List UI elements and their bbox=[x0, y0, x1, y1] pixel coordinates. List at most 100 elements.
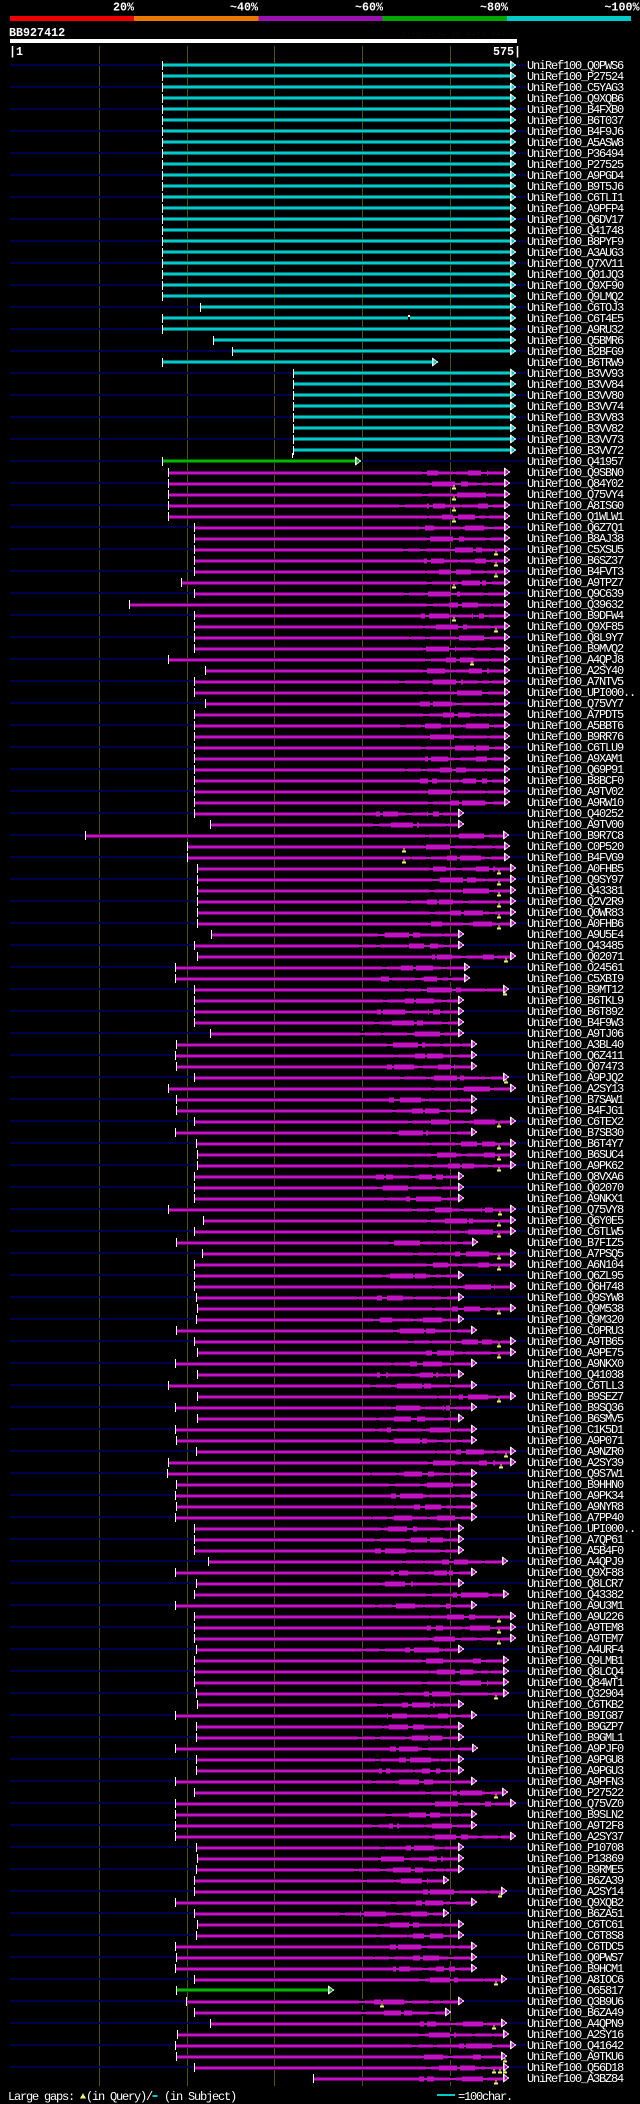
svg-text:UniRef100_A9TPZ7: UniRef100_A9TPZ7 bbox=[527, 576, 624, 590]
svg-text:UniRef100_B6T4Y7: UniRef100_B6T4Y7 bbox=[527, 1137, 624, 1151]
svg-text:UniRef100_Q9C639: UniRef100_Q9C639 bbox=[527, 587, 624, 601]
svg-text:UniRef100_Q9XQB6: UniRef100_Q9XQB6 bbox=[527, 92, 624, 106]
svg-text:UniRef100_A2SY16: UniRef100_A2SY16 bbox=[527, 2028, 624, 2042]
svg-text:UniRef100_A9NZR0: UniRef100_A9NZR0 bbox=[527, 1445, 624, 1459]
svg-text:UniRef100_A4URF4: UniRef100_A4URF4 bbox=[527, 1643, 624, 1657]
svg-text:UniRef100_P13869: UniRef100_P13869 bbox=[527, 1852, 624, 1866]
svg-text:UniRef100_Q75VY4: UniRef100_Q75VY4 bbox=[527, 488, 624, 502]
svg-text:UniRef100_B4F9W3: UniRef100_B4F9W3 bbox=[527, 1016, 624, 1030]
svg-text:UniRef100_Q0PWS7: UniRef100_Q0PWS7 bbox=[527, 1951, 624, 1965]
svg-text:UniRef100_O24561: UniRef100_O24561 bbox=[527, 961, 624, 975]
svg-text:UniRef100_B9SQ36: UniRef100_B9SQ36 bbox=[527, 1401, 624, 1415]
svg-text:UniRef100_Q9XQB2: UniRef100_Q9XQB2 bbox=[527, 1896, 624, 1910]
svg-text:UniRef100_B9IG87: UniRef100_B9IG87 bbox=[527, 1709, 624, 1723]
svg-text:UniRef100_C6TC61: UniRef100_C6TC61 bbox=[527, 1918, 624, 1932]
svg-text:UniRef100_C0PRU3: UniRef100_C0PRU3 bbox=[527, 1324, 624, 1338]
svg-text:UniRef100_C1K5D1: UniRef100_C1K5D1 bbox=[527, 1423, 624, 1437]
svg-text:UniRef100_Q41038: UniRef100_Q41038 bbox=[527, 1368, 624, 1382]
svg-text:BB927412: BB927412 bbox=[9, 26, 65, 40]
svg-text:UniRef100_C0P520: UniRef100_C0P520 bbox=[527, 840, 624, 854]
svg-text:UniRef100_B7SB30: UniRef100_B7SB30 bbox=[527, 1126, 624, 1140]
svg-text:UniRef100_A7QP61: UniRef100_A7QP61 bbox=[527, 1533, 624, 1547]
svg-text:UniRef100_B9SLN2: UniRef100_B9SLN2 bbox=[527, 1808, 624, 1822]
svg-text:UniRef100_A9TEM7: UniRef100_A9TEM7 bbox=[527, 1632, 624, 1646]
svg-text:~60%: ~60% bbox=[355, 1, 384, 15]
svg-text:UniRef100_A9PGD4: UniRef100_A9PGD4 bbox=[527, 169, 624, 183]
svg-text:UniRef100_Q9LMB1: UniRef100_Q9LMB1 bbox=[527, 1654, 624, 1668]
svg-text:UniRef100_B9R7C8: UniRef100_B9R7C8 bbox=[527, 829, 624, 843]
svg-text:UniRef100_B6ZA51: UniRef100_B6ZA51 bbox=[527, 1907, 624, 1921]
svg-text:UniRef100_A4QPJ8: UniRef100_A4QPJ8 bbox=[527, 653, 624, 667]
svg-text:UniRef100_Q3B9U6: UniRef100_Q3B9U6 bbox=[527, 1995, 624, 2009]
svg-text:UniRef100_A9NKX1: UniRef100_A9NKX1 bbox=[527, 1192, 624, 1206]
svg-text:~100%: ~100% bbox=[604, 1, 640, 15]
svg-text:UniRef100_B3VV83: UniRef100_B3VV83 bbox=[527, 411, 624, 425]
svg-text:UniRef100_Q32904: UniRef100_Q32904 bbox=[527, 1687, 624, 1701]
svg-text:UniRef100_UPI000..: UniRef100_UPI000.. bbox=[527, 686, 635, 700]
svg-text:UniRef100_A9TKU6: UniRef100_A9TKU6 bbox=[527, 2050, 624, 2064]
svg-text:UniRef100_B6ZA39: UniRef100_B6ZA39 bbox=[527, 1874, 624, 1888]
svg-text:UniRef100_A6N104: UniRef100_A6N104 bbox=[527, 1258, 624, 1272]
svg-text:UniRef100_A7NTV5: UniRef100_A7NTV5 bbox=[527, 675, 624, 689]
svg-text:UniRef100_A4QPN9: UniRef100_A4QPN9 bbox=[527, 2017, 624, 2031]
svg-text:UniRef100_Q07473: UniRef100_Q07473 bbox=[527, 1060, 624, 1074]
svg-text:UniRef100_Q6Z7Q1: UniRef100_Q6Z7Q1 bbox=[527, 521, 624, 535]
svg-text:UniRef100_B9GML1: UniRef100_B9GML1 bbox=[527, 1731, 624, 1745]
svg-text:UniRef100_A2SY37: UniRef100_A2SY37 bbox=[527, 1830, 624, 1844]
svg-text:UniRef100_A9NKX0: UniRef100_A9NKX0 bbox=[527, 1357, 624, 1371]
svg-text:UniRef100_Q02070: UniRef100_Q02070 bbox=[527, 1181, 624, 1195]
svg-text:UniRef100_Q9M538: UniRef100_Q9M538 bbox=[527, 1302, 624, 1316]
svg-text:UniRef100_B7SAW1: UniRef100_B7SAW1 bbox=[527, 1093, 624, 1107]
svg-text:UniRef100_A9PK62: UniRef100_A9PK62 bbox=[527, 1159, 624, 1173]
svg-text:UniRef100_P27522: UniRef100_P27522 bbox=[527, 1786, 624, 1800]
svg-text:UniRef100_B6ZA49: UniRef100_B6ZA49 bbox=[527, 2006, 624, 2020]
svg-text:UniRef100_B6SUC4: UniRef100_B6SUC4 bbox=[527, 1148, 624, 1162]
svg-text:UniRef100_B8PYF9: UniRef100_B8PYF9 bbox=[527, 235, 624, 249]
svg-text:UniRef100_B9HCM1: UniRef100_B9HCM1 bbox=[527, 1962, 624, 1976]
svg-text:UniRef100_A8ISG0: UniRef100_A8ISG0 bbox=[527, 499, 624, 513]
svg-text:UniRef100_Q75VZ0: UniRef100_Q75VZ0 bbox=[527, 1797, 624, 1811]
svg-text:UniRef100_A9RW10: UniRef100_A9RW10 bbox=[527, 796, 624, 810]
svg-text:UniRef100_Q6Z411: UniRef100_Q6Z411 bbox=[527, 1049, 624, 1063]
svg-text:20%: 20% bbox=[113, 1, 135, 15]
svg-text:UniRef100_B6TKL9: UniRef100_B6TKL9 bbox=[527, 994, 624, 1008]
svg-text:UniRef100_B9RR76: UniRef100_B9RR76 bbox=[527, 730, 624, 744]
svg-text:UniRef100_Q69P91: UniRef100_Q69P91 bbox=[527, 763, 624, 777]
svg-text:UniRef100_P10708: UniRef100_P10708 bbox=[527, 1841, 624, 1855]
svg-text:UniRef100_B8BCF0: UniRef100_B8BCF0 bbox=[527, 774, 624, 788]
svg-text:UniRef100_B6TRW9: UniRef100_B6TRW9 bbox=[527, 356, 624, 370]
svg-text:UniRef100_B9RME5: UniRef100_B9RME5 bbox=[527, 1863, 624, 1877]
svg-text:UniRef100_B3VV80: UniRef100_B3VV80 bbox=[527, 389, 624, 403]
svg-text:UniRef100_Q84Y02: UniRef100_Q84Y02 bbox=[527, 477, 624, 491]
svg-text:UniRef100_B7FIZ5: UniRef100_B7FIZ5 bbox=[527, 1236, 624, 1250]
svg-text:AlignView.pm Beta rel.7: AlignView.pm Beta rel.7 bbox=[401, 30, 516, 40]
svg-text:UniRef100_Q0PWS6: UniRef100_Q0PWS6 bbox=[527, 59, 624, 73]
svg-text:UniRef100_Q9S7W1: UniRef100_Q9S7W1 bbox=[527, 1467, 624, 1481]
svg-text:UniRef100_A2SY14: UniRef100_A2SY14 bbox=[527, 1885, 624, 1899]
svg-text:UniRef100_A9TEM8: UniRef100_A9TEM8 bbox=[527, 1621, 624, 1635]
svg-text:UniRef100_B4FJG1: UniRef100_B4FJG1 bbox=[527, 1104, 624, 1118]
svg-text:(in Subject): (in Subject) bbox=[164, 2090, 236, 2104]
svg-text:UniRef100_B3VV93: UniRef100_B3VV93 bbox=[527, 367, 624, 381]
svg-text:UniRef100_A5B4F0: UniRef100_A5B4F0 bbox=[527, 1544, 624, 1558]
svg-text:UniRef100_C6TOJ3: UniRef100_C6TOJ3 bbox=[527, 301, 624, 315]
svg-text:UniRef100_Q6H748: UniRef100_Q6H748 bbox=[527, 1280, 624, 1294]
svg-text:UniRef100_A3BZ84: UniRef100_A3BZ84 bbox=[527, 2072, 624, 2086]
svg-text:UniRef100_A7PP40: UniRef100_A7PP40 bbox=[527, 1511, 624, 1525]
svg-text:UniRef100_Q84WT1: UniRef100_Q84WT1 bbox=[527, 1676, 624, 1690]
svg-text:UniRef100_Q43485: UniRef100_Q43485 bbox=[527, 939, 624, 953]
svg-text:UniRef100_B3VV74: UniRef100_B3VV74 bbox=[527, 400, 624, 414]
svg-text:UniRef100_B3VV82: UniRef100_B3VV82 bbox=[527, 422, 624, 436]
svg-text:UniRef100_Q9SBN0: UniRef100_Q9SBN0 bbox=[527, 466, 624, 480]
svg-text:UniRef100_Q8L9Y7: UniRef100_Q8L9Y7 bbox=[527, 631, 624, 645]
svg-text:UniRef100_A9PK34: UniRef100_A9PK34 bbox=[527, 1489, 624, 1503]
svg-text:UniRef100_O65817: UniRef100_O65817 bbox=[527, 1984, 624, 1998]
svg-text:UniRef100_C5XSU5: UniRef100_C5XSU5 bbox=[527, 543, 624, 557]
svg-text:UniRef100_Q9XF85: UniRef100_Q9XF85 bbox=[527, 620, 624, 634]
svg-text:UniRef100_Q39632: UniRef100_Q39632 bbox=[527, 598, 624, 612]
svg-text:UniRef100_Q5BMR6: UniRef100_Q5BMR6 bbox=[527, 334, 624, 348]
svg-text:UniRef100_B6T037: UniRef100_B6T037 bbox=[527, 114, 624, 128]
svg-text:(in Query)/: (in Query)/ bbox=[86, 2090, 153, 2104]
svg-text:UniRef100_B9DFW4: UniRef100_B9DFW4 bbox=[527, 609, 624, 623]
svg-text:UniRef100_Q9LMQ2: UniRef100_Q9LMQ2 bbox=[527, 290, 624, 304]
